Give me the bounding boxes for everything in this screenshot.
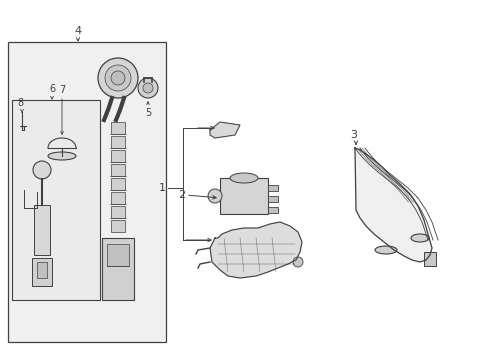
Circle shape (293, 257, 303, 267)
Text: 3: 3 (350, 130, 358, 140)
Bar (220, 178, 268, 214)
Bar (102, 238, 134, 300)
Text: 6: 6 (49, 84, 55, 94)
Bar (8, 42, 166, 342)
Circle shape (98, 58, 138, 98)
Text: 7: 7 (59, 85, 65, 95)
Bar (32, 258, 52, 286)
Text: 1: 1 (158, 183, 166, 193)
Ellipse shape (48, 152, 76, 160)
Bar (34, 205, 50, 255)
Circle shape (105, 65, 131, 91)
Ellipse shape (411, 234, 429, 242)
Bar (268, 207, 278, 213)
Bar (111, 150, 125, 162)
Text: 5: 5 (145, 108, 151, 118)
Bar (12, 100, 100, 300)
Circle shape (111, 71, 125, 85)
Polygon shape (210, 122, 240, 138)
Polygon shape (210, 222, 302, 278)
Text: 8: 8 (17, 98, 23, 108)
Bar (111, 178, 125, 190)
Bar (268, 196, 278, 202)
Bar (111, 192, 125, 204)
Circle shape (143, 83, 153, 93)
Bar (37, 262, 47, 278)
Bar (268, 185, 278, 191)
Circle shape (208, 189, 222, 203)
Bar (111, 122, 125, 134)
Ellipse shape (375, 246, 397, 254)
Bar (111, 136, 125, 148)
Circle shape (33, 161, 51, 179)
Bar (424, 252, 436, 266)
Bar (111, 164, 125, 176)
Bar (111, 206, 125, 218)
Ellipse shape (230, 173, 258, 183)
Text: 4: 4 (74, 26, 81, 36)
Polygon shape (355, 148, 432, 262)
Bar (107, 244, 129, 266)
Bar (111, 220, 125, 232)
Circle shape (138, 78, 158, 98)
Text: 2: 2 (178, 190, 185, 200)
